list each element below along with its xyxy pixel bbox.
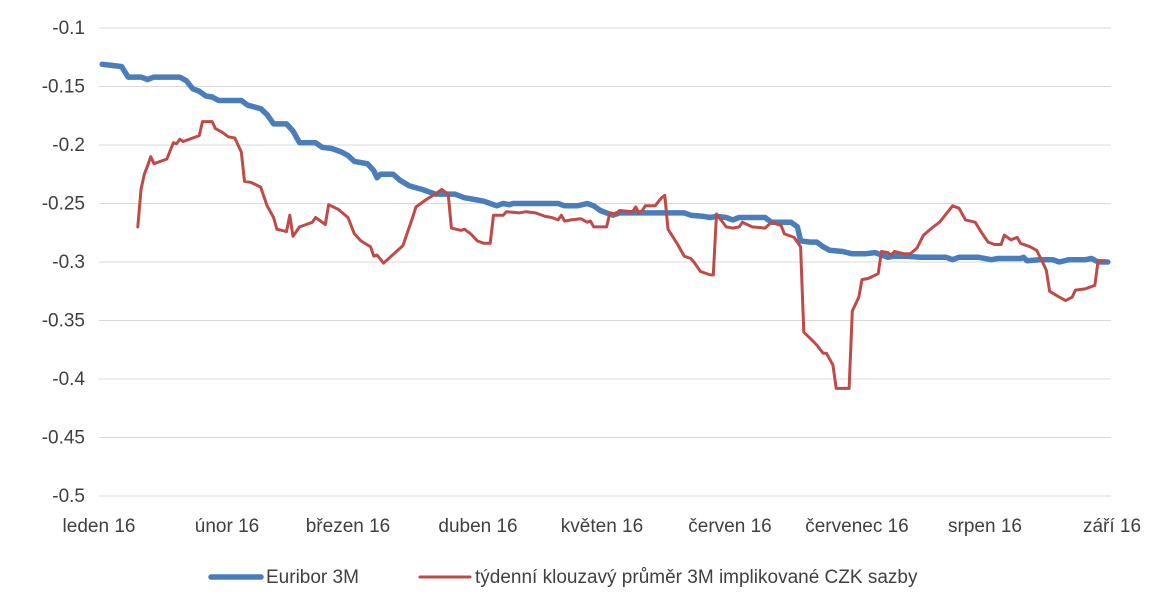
y-tick-label: -0.45 xyxy=(42,428,85,449)
legend-label-1: Euribor 3M xyxy=(266,567,359,588)
x-tick-label: únor 16 xyxy=(195,516,259,537)
x-tick-label: leden 16 xyxy=(63,516,136,537)
y-tick-label: -0.5 xyxy=(52,486,85,507)
y-tick-label: -0.35 xyxy=(42,311,85,332)
x-tick-label: březen 16 xyxy=(306,516,391,537)
series-line-1 xyxy=(99,61,1111,265)
series-line-2 xyxy=(136,120,1106,390)
y-tick-label: -0.4 xyxy=(52,369,85,390)
x-tick-label: srpen 16 xyxy=(948,516,1022,537)
y-tick-label: -0.15 xyxy=(42,77,85,98)
x-tick-label: červen 16 xyxy=(688,516,771,537)
x-axis-tick-labels: leden 16 únor 16 březen 16 duben 16 květen 1… xyxy=(63,516,1142,537)
x-tick-label: červenec 16 xyxy=(805,516,909,537)
legend-label-2: týdenní klouzavý průměr 3M implikované C… xyxy=(475,567,918,588)
y-tick-label: -0.2 xyxy=(52,135,85,156)
series-lines xyxy=(99,61,1111,390)
x-tick-label: květen 16 xyxy=(561,516,643,537)
x-tick-label: září 16 xyxy=(1083,516,1141,537)
y-tick-label: -0.1 xyxy=(52,18,85,39)
x-tick-label: duben 16 xyxy=(438,516,517,537)
y-tick-label: -0.3 xyxy=(52,252,85,273)
legend: Euribor 3M týdenní klouzavý průměr 3M imp… xyxy=(208,567,918,588)
y-axis-tick-labels: -0.1 -0.15 -0.2 -0.25 -0.3 -0.35 -0.4 -0.45 -0.5 xyxy=(42,18,86,507)
y-tick-label: -0.25 xyxy=(42,194,85,215)
grid-lines xyxy=(99,27,1111,497)
